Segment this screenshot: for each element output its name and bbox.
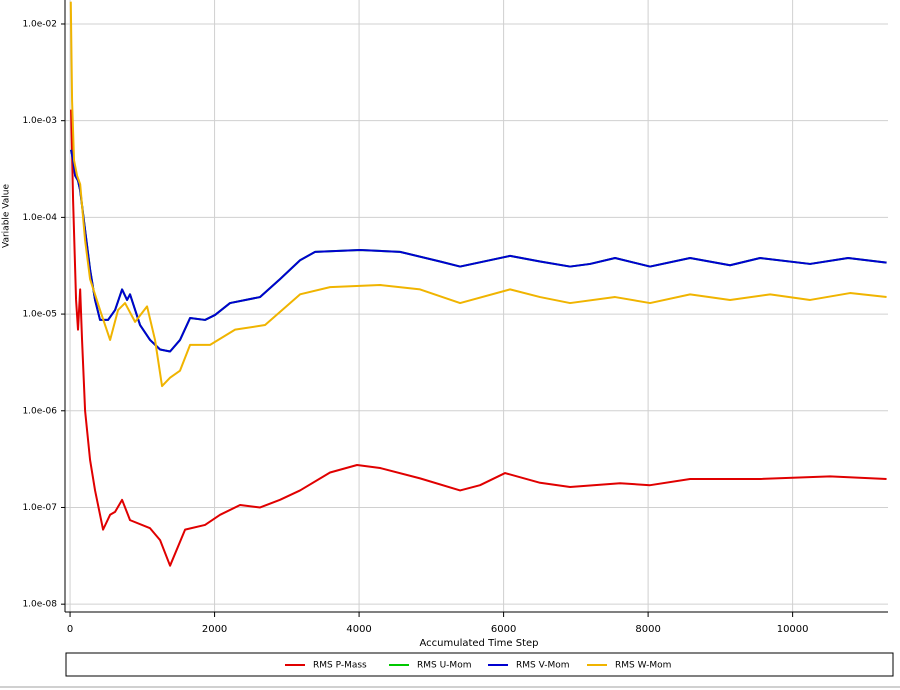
series-line: [69, 1, 887, 388]
x-tick-label: 0: [67, 624, 73, 635]
y-tick-label: 1.0e-06: [22, 406, 57, 416]
x-tick-label: 2000: [202, 624, 227, 635]
legend-label: RMS U-Mom: [417, 661, 471, 671]
x-tick-label: 10000: [777, 624, 809, 635]
series-line: [70, 149, 887, 353]
series-line: [70, 109, 887, 567]
y-tick-label: 1.0e-07: [22, 503, 57, 513]
y-tick-label: 1.0e-08: [22, 600, 57, 610]
y-tick-label: 1.0e-03: [22, 116, 57, 126]
legend-box: [65, 652, 894, 677]
y-tick-label: 1.0e-05: [22, 310, 57, 320]
legend-label: RMS V-Mom: [516, 661, 570, 671]
x-tick-label: 4000: [346, 624, 371, 635]
x-axis-label: Accumulated Time Step: [419, 638, 538, 649]
legend-label: RMS P-Mass: [313, 661, 367, 671]
legend-label: RMS W-Mom: [615, 661, 671, 671]
y-axis-label: Variable Value: [2, 184, 12, 248]
y-tick-label: 1.0e-04: [22, 213, 57, 223]
x-tick-label: 8000: [635, 624, 660, 635]
y-tick-label: 1.0e-02: [22, 19, 57, 29]
x-tick-label: 6000: [491, 624, 516, 635]
